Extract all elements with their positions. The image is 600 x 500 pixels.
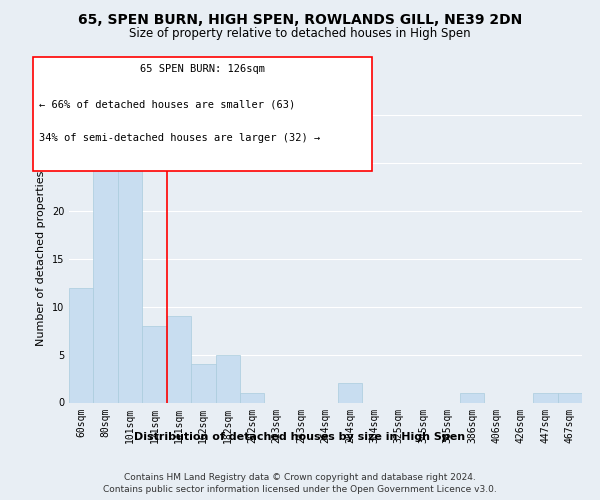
Y-axis label: Number of detached properties: Number of detached properties: [36, 171, 46, 346]
Bar: [460, 393, 484, 402]
Bar: [338, 384, 362, 402]
Bar: [167, 316, 191, 402]
Bar: [69, 288, 94, 403]
Text: 34% of semi-detached houses are larger (32) →: 34% of semi-detached houses are larger (…: [39, 133, 320, 143]
Text: Size of property relative to detached houses in High Spen: Size of property relative to detached ho…: [129, 28, 471, 40]
Bar: [557, 393, 582, 402]
Bar: [118, 163, 142, 402]
Bar: [142, 326, 167, 402]
Text: 65 SPEN BURN: 126sqm: 65 SPEN BURN: 126sqm: [140, 64, 265, 74]
Bar: [191, 364, 215, 403]
Bar: [533, 393, 557, 402]
Bar: [215, 354, 240, 403]
Text: Distribution of detached houses by size in High Spen: Distribution of detached houses by size …: [134, 432, 466, 442]
Text: Contains HM Land Registry data © Crown copyright and database right 2024.: Contains HM Land Registry data © Crown c…: [124, 472, 476, 482]
Text: 65, SPEN BURN, HIGH SPEN, ROWLANDS GILL, NE39 2DN: 65, SPEN BURN, HIGH SPEN, ROWLANDS GILL,…: [78, 12, 522, 26]
Bar: [94, 163, 118, 402]
Text: Contains public sector information licensed under the Open Government Licence v3: Contains public sector information licen…: [103, 485, 497, 494]
Text: ← 66% of detached houses are smaller (63): ← 66% of detached houses are smaller (63…: [39, 100, 295, 110]
Bar: [240, 393, 265, 402]
